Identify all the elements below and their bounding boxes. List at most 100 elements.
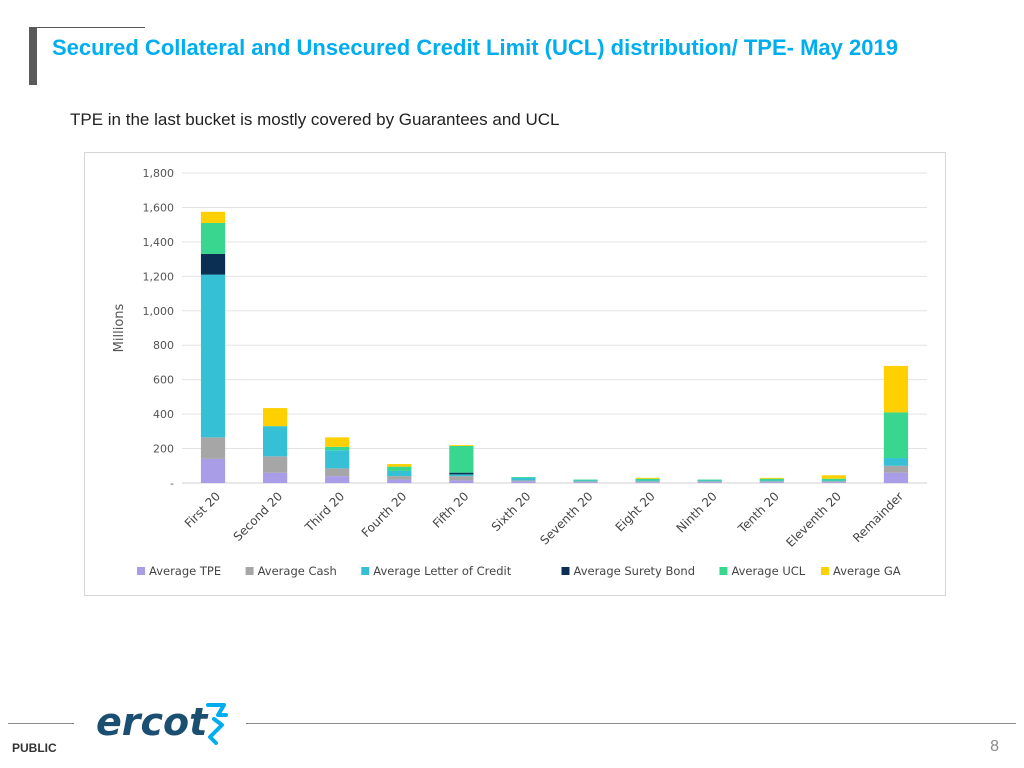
bar-segment — [263, 472, 288, 483]
bar-segment — [573, 479, 598, 481]
legend-entry: Average Cash — [258, 564, 337, 578]
bar-segment — [449, 472, 474, 475]
legend-swatch — [361, 567, 370, 575]
page-subtitle: TPE in the last bucket is mostly covered… — [70, 110, 560, 129]
x-tick-label: Fifth 20 — [430, 489, 472, 531]
legend-entry: Average Letter of Credit — [373, 564, 511, 578]
bar-segment — [759, 481, 784, 483]
bar-segment — [883, 412, 909, 459]
bar-segment — [883, 472, 909, 483]
bar-segment — [387, 464, 412, 467]
legend-swatch — [719, 567, 728, 575]
x-tick-label: First 20 — [182, 489, 223, 530]
ercot-logo: ercot — [96, 700, 228, 745]
bar-segment — [511, 480, 536, 482]
legend-entry: Average TPE — [149, 564, 221, 578]
bar-segment — [759, 482, 784, 483]
bar-segment — [449, 445, 474, 473]
legend-swatch — [137, 567, 145, 575]
legend-entry: Average UCL — [731, 564, 805, 578]
bar-segment — [511, 477, 536, 481]
bar-segment — [387, 479, 412, 483]
bar-segment — [573, 481, 598, 483]
bar-segment — [697, 482, 722, 483]
x-tick-label: Fourth 20 — [359, 489, 410, 540]
x-tick-label: Remainder — [850, 489, 906, 545]
y-tick-label: 200 — [153, 443, 174, 456]
y-tick-label: 400 — [153, 408, 174, 421]
x-tick-label: Third 20 — [302, 489, 348, 535]
legend-swatch — [821, 567, 829, 575]
bar-segment — [200, 274, 226, 438]
logo-wordmark: ercot — [96, 700, 209, 744]
x-tick-label: Sixth 20 — [489, 489, 534, 534]
bar-segment — [635, 478, 660, 481]
bar-segment — [759, 480, 784, 482]
y-tick-label: 1,400 — [143, 236, 175, 249]
bar-segment — [200, 437, 226, 459]
x-tick-label: Eleventh 20 — [783, 489, 844, 550]
bar-segment — [697, 479, 722, 481]
bar-segment — [387, 476, 412, 480]
footer-rule-right — [246, 723, 1016, 724]
bar-segment — [635, 481, 660, 483]
bar-segment — [387, 470, 412, 477]
logo-mark-icon — [206, 703, 228, 745]
bar-segment — [200, 211, 226, 223]
bar-segment — [573, 480, 598, 482]
bar-segment — [325, 446, 350, 451]
x-tick-label: Ninth 20 — [674, 489, 720, 535]
y-tick-label: 1,000 — [143, 305, 175, 318]
bar-segment — [263, 408, 288, 427]
chart-frame: - 200 400 600 800 1,000 1,200 1,400 1,600 1,800 Mi… — [84, 152, 946, 596]
bar-segment — [821, 481, 846, 483]
bar-segment — [449, 445, 474, 446]
legend-swatch — [245, 567, 254, 575]
x-tick-label: Eight 20 — [613, 489, 658, 534]
bar-segment — [573, 482, 598, 483]
title-accent-bar — [29, 27, 37, 85]
stacked-bar-chart: - 200 400 600 800 1,000 1,200 1,400 1,600 1,800 Mi… — [112, 167, 927, 578]
bar-segment — [883, 365, 909, 413]
bar-segment — [263, 426, 288, 457]
bar-segment — [263, 456, 288, 473]
title-top-rule — [37, 27, 145, 28]
x-tick-label: Second 20 — [231, 489, 286, 544]
y-tick-label: 1,200 — [143, 270, 175, 283]
y-tick-label: 1,600 — [143, 201, 175, 214]
bar-segment — [325, 450, 350, 469]
bar-segment — [635, 482, 660, 483]
bar-segment — [449, 480, 474, 483]
bar-segment — [821, 482, 846, 483]
bar-segment — [387, 466, 412, 471]
bar-segment — [511, 481, 536, 483]
bar-segment — [821, 480, 846, 482]
x-tick-label: Tenth 20 — [735, 489, 782, 536]
bar-segment — [200, 458, 226, 483]
bar-segment — [449, 476, 474, 481]
bar-segment — [821, 478, 846, 481]
public-label: PUBLIC — [12, 741, 57, 755]
bar-segment — [200, 222, 226, 254]
bar-segment — [759, 477, 784, 479]
footer-rule-left — [8, 723, 74, 724]
y-axis-label: Millions — [112, 303, 127, 352]
y-tick-label: 800 — [153, 339, 174, 352]
bar-segment — [200, 253, 226, 275]
bar-segment — [883, 458, 909, 466]
bar-segment — [883, 465, 909, 473]
legend-swatch — [561, 567, 570, 575]
y-tick-label: - — [170, 477, 174, 490]
bar-segment — [449, 474, 474, 477]
y-tick-label: 600 — [153, 374, 174, 387]
bar-segment — [697, 480, 722, 482]
bar-segment — [759, 478, 784, 481]
bar-segment — [635, 480, 660, 482]
bar-segment — [821, 475, 846, 479]
bar-segment — [325, 476, 350, 483]
bar-segment — [635, 477, 660, 479]
page-title: Secured Collateral and Unsecured Credit … — [52, 35, 898, 60]
bar-segment — [325, 437, 350, 447]
bar-segment — [511, 476, 536, 478]
legend-entry: Average GA — [833, 564, 901, 578]
